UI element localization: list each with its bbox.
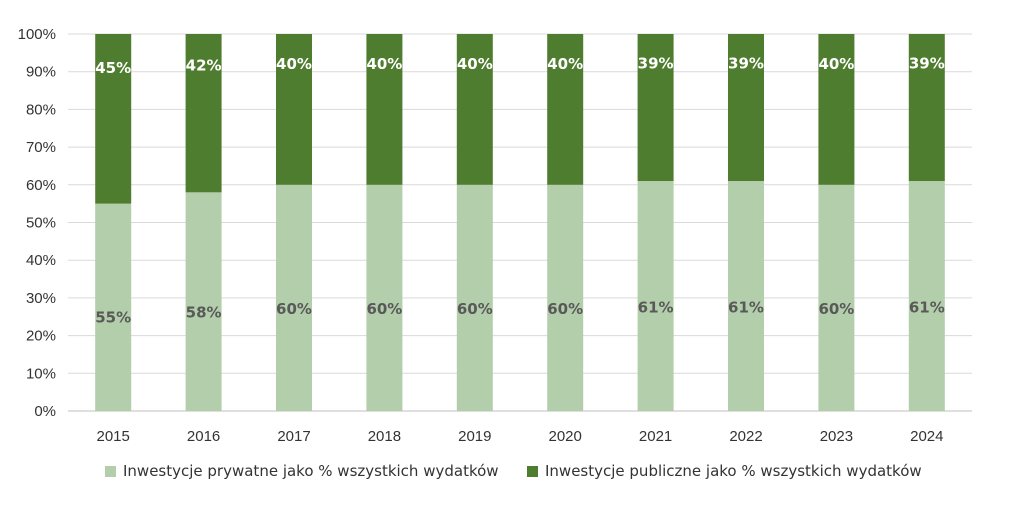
x-tick-label: 2016 [187,428,220,445]
bar-private [185,192,222,411]
y-tick-label: 10% [26,365,56,382]
x-tick-label: 2015 [97,428,130,445]
bar-public [818,34,855,185]
data-label-private: 60% [547,300,583,318]
legend-swatch-public [527,465,538,477]
x-tick-label: 2017 [277,428,310,445]
legend-item-private: Inwestycje prywatne jako % wszystkich wy… [105,462,499,480]
x-tick-label: 2019 [458,428,491,445]
bar-public [276,34,312,185]
y-tick-label: 20% [26,328,56,345]
bar-public [908,34,945,182]
y-axis: 0% 10% 20% 30% 40% 50% 60% 70% 80% 90% 100% [18,26,56,420]
y-tick-label: 70% [26,139,56,156]
data-label-public: 40% [366,55,402,73]
bar-private [456,184,493,411]
bar-private [728,181,764,411]
y-tick-label: 30% [26,290,56,307]
bar-public [547,34,584,185]
x-axis: 2015 2016 2017 2018 2019 2020 2021 2022 2023 2024 [97,428,944,445]
bars: 55% 45% 58% 42% 60% 40% 60% 40% 60% 40% 60% 40% 61% 3… [95,34,945,411]
x-tick-label: 2024 [910,428,943,445]
x-tick-label: 2018 [368,428,401,445]
stacked-bar-chart: 0% 10% 20% 30% 40% 50% 60% 70% 80% 90% 100% 55% 45%… [18,26,972,445]
data-label-private: 58% [186,304,222,322]
legend-item-public: Inwestycje publiczne jako % wszystkich w… [527,462,922,480]
bar-private [276,184,312,411]
y-tick-label: 40% [26,252,56,269]
data-label-private: 55% [95,309,131,327]
data-label-private: 60% [366,300,402,318]
data-label-private: 60% [818,300,854,318]
bar-public [185,34,222,193]
legend: Inwestycje prywatne jako % wszystkich wy… [0,462,1024,486]
legend-swatch-private [105,465,116,477]
y-tick-label: 50% [26,215,56,232]
data-label-public: 42% [186,57,222,75]
x-tick-label: 2023 [820,428,853,445]
bar-private [366,184,403,411]
data-label-private: 60% [276,300,312,318]
bar-public [637,34,674,182]
bar-private [95,203,132,411]
y-tick-label: 100% [18,26,56,43]
x-tick-label: 2021 [639,428,672,445]
data-label-public: 45% [95,59,131,77]
bar-public [456,34,493,185]
y-tick-label: 90% [26,64,56,81]
data-label-public: 40% [818,55,854,73]
data-label-private: 61% [638,299,674,317]
data-label-private: 60% [457,300,493,318]
bar-private [547,184,584,411]
data-label-public: 40% [547,55,583,73]
x-tick-label: 2022 [729,428,762,445]
y-tick-label: 0% [34,403,56,420]
bar-public [95,34,132,204]
legend-label-public: Inwestycje publiczne jako % wszystkich w… [545,462,922,480]
legend-label-private: Inwestycje prywatne jako % wszystkich wy… [123,462,499,480]
data-label-public: 39% [909,54,945,72]
bar-public [728,34,764,182]
data-label-public: 40% [457,55,493,73]
data-label-private: 61% [909,299,945,317]
bar-private [637,181,674,411]
bar-private [908,181,945,411]
data-label-private: 61% [728,299,764,317]
bar-public [366,34,403,185]
data-label-public: 40% [276,55,312,73]
y-tick-label: 80% [26,101,56,118]
data-label-public: 39% [638,54,674,72]
y-tick-label: 60% [26,177,56,194]
bar-private [818,184,855,411]
data-label-public: 39% [728,54,764,72]
x-tick-label: 2020 [549,428,582,445]
